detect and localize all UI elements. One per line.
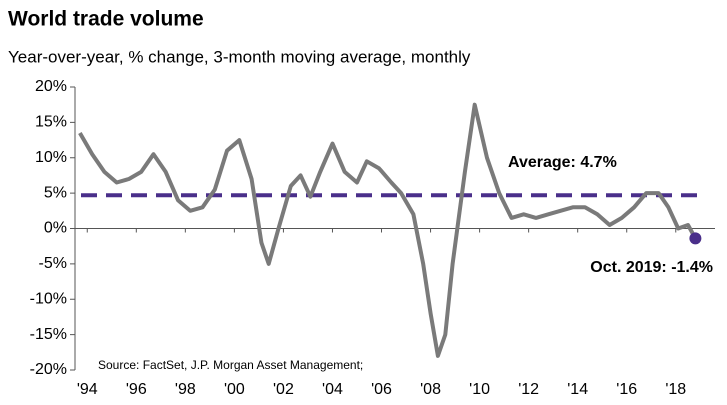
x-tick-label: '98 xyxy=(175,381,196,398)
x-tick-label: '18 xyxy=(665,381,686,398)
y-tick-label: -5% xyxy=(39,255,67,272)
last-label: Oct. 2019: -1.4% xyxy=(590,259,713,276)
y-tick-label: 0% xyxy=(44,220,67,237)
x-tick-label: '06 xyxy=(371,381,392,398)
chart-subtitle: Year-over-year, % change, 3-month moving… xyxy=(8,47,471,66)
chart-title: World trade volume xyxy=(8,8,204,31)
x-tick-label: '12 xyxy=(518,381,539,398)
x-tick-label: '96 xyxy=(126,381,147,398)
y-tick-label: 15% xyxy=(35,114,67,131)
y-tick-label: -15% xyxy=(30,326,67,343)
x-tick-label: '94 xyxy=(77,381,98,398)
last-point xyxy=(689,232,702,245)
x-tick-label: '02 xyxy=(273,381,294,398)
x-tick-label: '16 xyxy=(616,381,637,398)
y-tick-label: 20% xyxy=(35,78,67,95)
x-tick-label: '08 xyxy=(420,381,441,398)
x-tick-label: '04 xyxy=(322,381,343,398)
y-tick-label: -10% xyxy=(30,290,67,307)
series-line xyxy=(78,102,698,358)
x-tick-label: '00 xyxy=(224,381,245,398)
y-tick-label: 10% xyxy=(35,149,67,166)
x-tick-label: '10 xyxy=(469,381,490,398)
average-label: Average: 4.7% xyxy=(508,154,617,171)
source-note: Source: FactSet, J.P. Morgan Asset Manag… xyxy=(98,358,363,372)
x-tick-label: '14 xyxy=(567,381,588,398)
y-tick-label: 5% xyxy=(44,184,67,201)
y-tick-label: -20% xyxy=(30,361,67,378)
